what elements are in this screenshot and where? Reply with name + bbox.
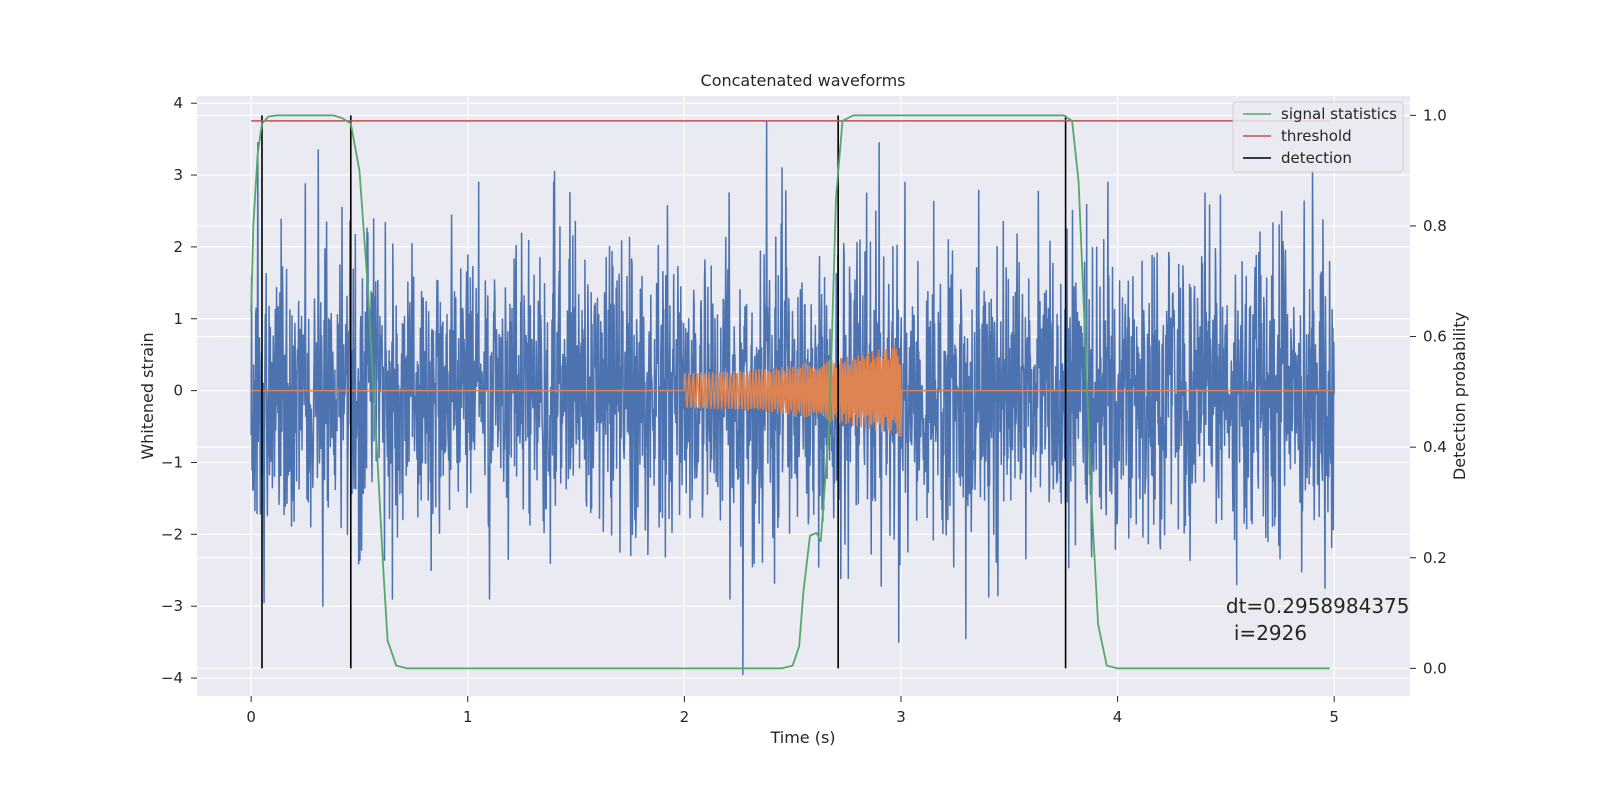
y-tick-label: −1	[161, 453, 183, 471]
y-tick-label: 0	[173, 382, 183, 400]
y-tick-label: −2	[161, 525, 183, 543]
y2-axis-label: Detection probability	[1450, 312, 1469, 480]
series-signal-statistics	[250, 114, 1330, 670]
x-tick-label: 3	[896, 708, 906, 726]
y2-tick-label: 0.0	[1423, 659, 1447, 677]
x-tick-label: 2	[680, 708, 690, 726]
y-tick-label: −4	[161, 669, 183, 687]
y-tick-label: 3	[173, 166, 183, 184]
legend-box	[1232, 101, 1404, 173]
series-injected-waveform	[251, 345, 1335, 437]
y-axis-label: Whitened strain	[138, 332, 157, 459]
series-whitened-strain	[250, 120, 1335, 676]
y2-tick-label: 1.0	[1423, 106, 1447, 124]
legend-label-threshold: threshold	[1281, 127, 1352, 145]
y2-tick-label: 0.2	[1423, 549, 1447, 567]
y2-tick-label: 0.4	[1423, 438, 1447, 456]
x-tick-label: 5	[1329, 708, 1339, 726]
legend-label-detection: detection	[1281, 149, 1352, 167]
x-axis-label: Time (s)	[769, 728, 835, 747]
y-tick-label: 1	[173, 310, 183, 328]
x-tick-label: 4	[1113, 708, 1123, 726]
annotation-dt: dt=0.2958984375	[1226, 594, 1410, 618]
annotation-index: i=2926	[1234, 621, 1307, 645]
x-tick-label: 1	[463, 708, 473, 726]
y-tick-label: −3	[161, 597, 183, 615]
whitened-strain-line	[250, 120, 1335, 676]
axis-ticks: 0 1 2 3 4 5 −4 −3 −2 −1 0 1 2 3 4 0.0 0.2 0.4 0.6 0.8 1.0	[161, 94, 1447, 726]
legend-label-signal-statistics: signal statistics	[1281, 105, 1397, 123]
y-tick-label: 4	[173, 94, 183, 112]
y2-tick-label: 0.8	[1423, 217, 1447, 235]
series-detection	[261, 115, 1067, 669]
signal-statistics-line	[250, 114, 1330, 670]
chart-title: Concatenated waveforms	[701, 71, 906, 90]
y-tick-label: 2	[173, 238, 183, 256]
injected-waveform-line	[251, 345, 1335, 437]
legend: signal statistics threshold detection	[1232, 101, 1404, 173]
x-tick-label: 0	[246, 708, 256, 726]
y2-tick-label: 0.6	[1423, 328, 1447, 346]
